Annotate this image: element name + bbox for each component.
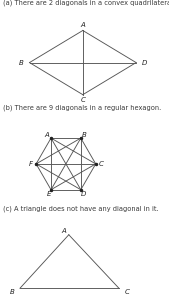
Text: A: A <box>80 22 85 28</box>
Text: (c) A triangle does not have any diagonal in it.: (c) A triangle does not have any diagona… <box>3 206 159 212</box>
Text: C: C <box>98 161 103 167</box>
Text: A: A <box>61 228 66 234</box>
Text: C: C <box>80 97 85 103</box>
Text: B: B <box>10 289 14 295</box>
Text: (b) There are 9 diagonals in a regular hexagon.: (b) There are 9 diagonals in a regular h… <box>3 104 162 111</box>
Text: B: B <box>82 131 87 137</box>
Text: B: B <box>19 60 23 66</box>
Text: F: F <box>29 161 33 167</box>
Text: A: A <box>44 131 49 137</box>
Text: D: D <box>81 191 87 197</box>
Text: E: E <box>46 191 51 197</box>
Text: (a) There are 2 diagonals in a convex quadrilateral.: (a) There are 2 diagonals in a convex qu… <box>3 0 169 7</box>
Text: C: C <box>124 289 129 295</box>
Text: D: D <box>142 60 147 66</box>
